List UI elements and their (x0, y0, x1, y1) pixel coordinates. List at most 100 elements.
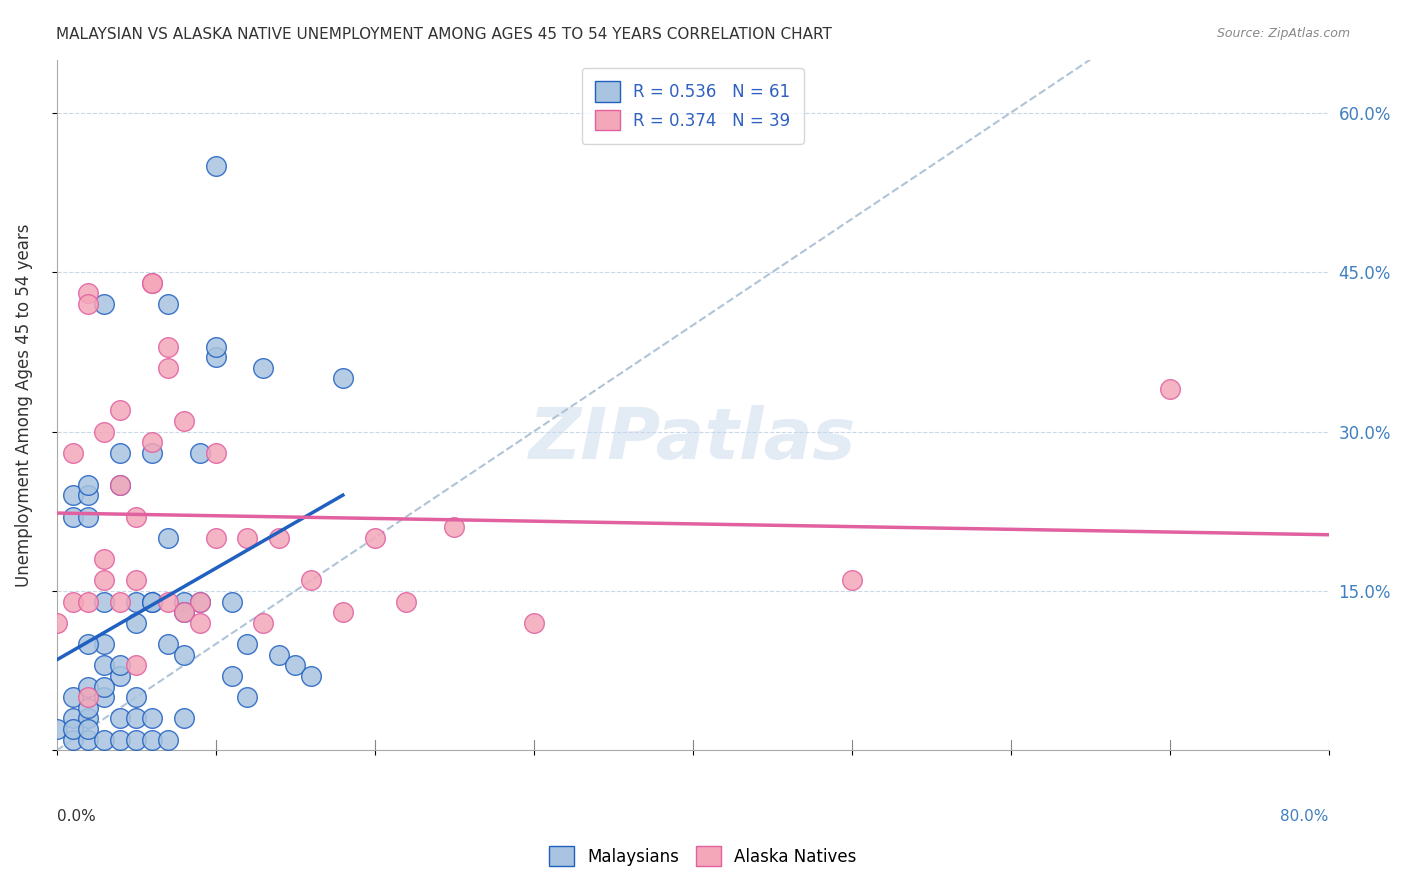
Point (221, 594, 243, 608)
Text: 80.0%: 80.0% (1281, 809, 1329, 824)
Point (77, 477, 100, 491)
Point (77, 732, 100, 747)
Point (156, 297, 179, 311)
Point (77, 594, 100, 608)
Point (332, 371, 354, 385)
Point (93, 297, 115, 311)
Text: Source: ZipAtlas.com: Source: ZipAtlas.com (1216, 27, 1350, 40)
Legend: R = 0.536   N = 61, R = 0.374   N = 39: R = 0.536 N = 61, R = 0.374 N = 39 (582, 68, 804, 144)
Point (93, 552, 115, 566)
Point (62, 488, 84, 502)
Legend: Malaysians, Alaska Natives: Malaysians, Alaska Natives (541, 838, 865, 875)
Y-axis label: Unemployment Among Ages 45 to 54 years: Unemployment Among Ages 45 to 54 years (15, 223, 32, 587)
Point (62, 711, 84, 725)
Point (204, 350, 226, 364)
Point (110, 669, 132, 683)
Point (204, 531, 226, 545)
Point (173, 414, 195, 428)
Point (141, 276, 163, 290)
Point (173, 711, 195, 725)
Point (77, 509, 100, 524)
Point (77, 711, 100, 725)
Point (141, 711, 163, 725)
Point (62, 732, 84, 747)
Point (125, 658, 148, 673)
Point (173, 648, 195, 662)
Point (204, 446, 226, 460)
Point (62, 722, 84, 736)
Point (77, 680, 100, 694)
Point (156, 637, 179, 651)
Point (125, 690, 148, 705)
Point (125, 509, 148, 524)
Point (45, 615, 67, 630)
Point (141, 732, 163, 747)
Point (395, 594, 418, 608)
Point (173, 605, 195, 619)
Point (156, 531, 179, 545)
Point (125, 615, 148, 630)
Point (93, 732, 115, 747)
Point (204, 339, 226, 353)
Point (252, 360, 274, 375)
Point (188, 446, 211, 460)
Point (62, 594, 84, 608)
Point (299, 574, 322, 588)
Point (77, 488, 100, 502)
Text: 0.0%: 0.0% (56, 809, 96, 824)
Point (93, 594, 115, 608)
Point (841, 574, 863, 588)
Point (284, 658, 307, 673)
Point (236, 637, 259, 651)
Point (93, 680, 115, 694)
Point (188, 594, 211, 608)
Point (125, 711, 148, 725)
Point (110, 732, 132, 747)
Point (252, 615, 274, 630)
Point (93, 425, 115, 439)
Point (62, 509, 84, 524)
Point (363, 531, 385, 545)
Point (77, 286, 100, 301)
Point (141, 446, 163, 460)
Point (110, 594, 132, 608)
Point (93, 574, 115, 588)
Point (236, 531, 259, 545)
Point (443, 520, 465, 534)
Point (125, 594, 148, 608)
Point (77, 297, 100, 311)
Text: ZIPatlas: ZIPatlas (529, 405, 856, 474)
Point (156, 732, 179, 747)
Point (188, 594, 211, 608)
Text: MALAYSIAN VS ALASKA NATIVE UNEMPLOYMENT AMONG AGES 45 TO 54 YEARS CORRELATION CH: MALAYSIAN VS ALASKA NATIVE UNEMPLOYMENT … (56, 27, 832, 42)
Point (93, 637, 115, 651)
Point (1159, 382, 1181, 396)
Point (141, 594, 163, 608)
Point (110, 446, 132, 460)
Point (93, 690, 115, 705)
Point (110, 477, 132, 491)
Point (221, 669, 243, 683)
Point (173, 594, 195, 608)
Point (299, 669, 322, 683)
Point (141, 276, 163, 290)
Point (125, 574, 148, 588)
Point (110, 711, 132, 725)
Point (188, 615, 211, 630)
Point (156, 594, 179, 608)
Point (62, 690, 84, 705)
Point (236, 690, 259, 705)
Point (156, 360, 179, 375)
Point (332, 605, 354, 619)
Point (110, 658, 132, 673)
Point (77, 722, 100, 736)
Point (77, 637, 100, 651)
Point (156, 339, 179, 353)
Point (173, 605, 195, 619)
Point (110, 477, 132, 491)
Point (269, 531, 291, 545)
Point (269, 648, 291, 662)
Point (523, 615, 546, 630)
Point (45, 722, 67, 736)
Point (77, 690, 100, 705)
